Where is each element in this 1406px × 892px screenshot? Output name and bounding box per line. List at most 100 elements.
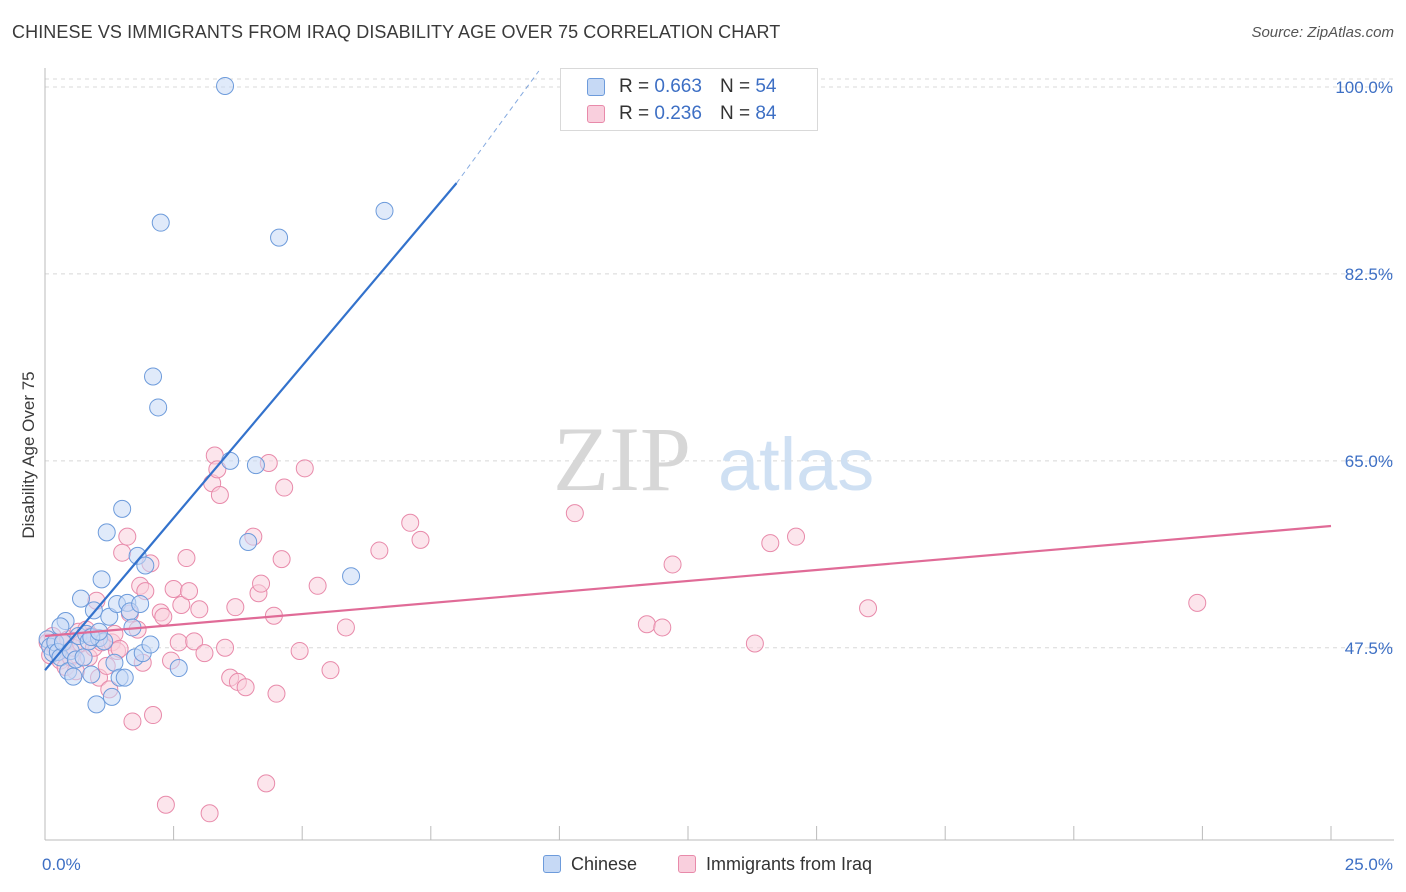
iraq-point bbox=[295, 459, 314, 478]
iraq-point bbox=[401, 513, 420, 532]
iraq-point bbox=[321, 661, 340, 680]
chinese-swatch bbox=[587, 78, 605, 96]
chinese-point bbox=[64, 667, 83, 686]
legend-r-label: R = bbox=[619, 103, 650, 124]
iraq-point bbox=[236, 678, 255, 697]
chinese-point bbox=[115, 668, 134, 687]
legend-row-iraq: R = 0.236 N = 84 bbox=[587, 102, 776, 126]
iraq-point bbox=[200, 804, 219, 823]
chinese-swatch bbox=[543, 855, 561, 873]
bottom-legend-iraq: Immigrants from Iraq bbox=[678, 851, 872, 877]
x-tick-label: 0.0% bbox=[42, 855, 81, 874]
y-tick-label: 100.0% bbox=[1335, 78, 1393, 97]
chinese-point bbox=[102, 687, 121, 706]
chinese-point bbox=[87, 695, 106, 714]
chinese-point bbox=[141, 635, 160, 654]
iraq-point bbox=[653, 618, 672, 637]
iraq-point bbox=[565, 504, 584, 523]
iraq-point bbox=[208, 460, 227, 479]
iraq-point bbox=[190, 600, 209, 619]
iraq-point bbox=[411, 530, 430, 549]
iraq-point bbox=[156, 795, 175, 814]
x-tick-label: 25.0% bbox=[1345, 855, 1393, 874]
legend-r-value: 0.663 bbox=[654, 76, 702, 97]
axes bbox=[44, 68, 1394, 841]
bottom-legend-chinese-label: Chinese bbox=[571, 853, 638, 874]
iraq-point bbox=[252, 574, 271, 593]
iraq-point bbox=[195, 644, 214, 663]
stats-legend: R = 0.663 N = 54 R = 0.236 N = 84 bbox=[560, 68, 818, 131]
chinese-point bbox=[246, 456, 265, 475]
iraq-point bbox=[761, 534, 780, 553]
watermark-zip: ZIP bbox=[553, 408, 691, 510]
trend-lines bbox=[44, 70, 1332, 671]
chinese-point bbox=[221, 451, 240, 470]
chinese-point bbox=[149, 398, 168, 417]
legend-n-value: 54 bbox=[755, 76, 777, 97]
iraq-point bbox=[859, 599, 878, 618]
iraq-point bbox=[663, 555, 682, 574]
chinese-point bbox=[92, 570, 111, 589]
chinese-point bbox=[72, 589, 91, 608]
chinese-point bbox=[342, 567, 361, 586]
watermark-atlas: atlas bbox=[718, 423, 874, 506]
iraq-point bbox=[123, 712, 142, 731]
chinese-point bbox=[82, 665, 101, 684]
watermark: ZIP atlas bbox=[553, 408, 874, 510]
iraq-point bbox=[210, 486, 229, 505]
chinese-point bbox=[151, 213, 170, 232]
iraq-point bbox=[336, 618, 355, 637]
iraq-point bbox=[290, 641, 309, 660]
iraq-trend-line bbox=[44, 524, 1332, 638]
chinese-point bbox=[144, 367, 163, 386]
iraq-point bbox=[226, 598, 245, 617]
y-tick-label: 47.5% bbox=[1345, 639, 1393, 658]
chinese-trend-line bbox=[44, 182, 458, 671]
iraq-point bbox=[164, 580, 183, 599]
bottom-legend-iraq-label: Immigrants from Iraq bbox=[706, 853, 873, 874]
chinese-points bbox=[38, 76, 394, 714]
chinese-point bbox=[105, 653, 124, 672]
iraq-point bbox=[267, 684, 286, 703]
iraq-swatch bbox=[678, 855, 696, 873]
iraq-point bbox=[272, 550, 291, 569]
chinese-point bbox=[51, 617, 70, 636]
chart-title: CHINESE VS IMMIGRANTS FROM IRAQ DISABILI… bbox=[12, 22, 781, 42]
iraq-point bbox=[745, 634, 764, 653]
chinese-point bbox=[136, 556, 155, 575]
iraq-point bbox=[172, 596, 191, 615]
bottom-legend-chinese: Chinese bbox=[543, 851, 637, 877]
iraq-point bbox=[118, 527, 137, 546]
legend-r-value: 0.236 bbox=[654, 103, 702, 124]
iraq-point bbox=[216, 638, 235, 657]
legend-n-label: N = bbox=[719, 103, 751, 124]
chinese-point bbox=[113, 499, 132, 518]
iraq-swatch bbox=[587, 105, 605, 123]
iraq-point bbox=[177, 549, 196, 568]
iraq-point bbox=[637, 615, 656, 634]
y-tick-label: 65.0% bbox=[1345, 452, 1393, 471]
tick-labels: 47.5% 65.0% 82.5% 100.0% 0.0% 25.0% bbox=[42, 78, 1393, 874]
chinese-point bbox=[270, 228, 289, 247]
chinese-point bbox=[216, 76, 235, 95]
iraq-point bbox=[1188, 593, 1207, 612]
chart-source: Source: ZipAtlas.com bbox=[1251, 24, 1394, 41]
iraq-point bbox=[113, 543, 132, 562]
chinese-point bbox=[74, 648, 93, 667]
iraq-point bbox=[185, 632, 204, 651]
y-tick-label: 82.5% bbox=[1345, 265, 1393, 284]
iraq-point bbox=[370, 541, 389, 560]
y-axis-label: Disability Age Over 75 bbox=[19, 371, 38, 538]
chinese-point bbox=[169, 659, 188, 678]
iraq-point bbox=[275, 478, 294, 497]
grid-lines bbox=[45, 78, 1394, 649]
chinese-point bbox=[375, 201, 394, 220]
iraq-point bbox=[308, 576, 327, 595]
iraq-point bbox=[787, 527, 806, 546]
chinese-point bbox=[239, 533, 258, 552]
legend-n-value: 84 bbox=[755, 103, 777, 124]
iraq-point bbox=[257, 774, 276, 793]
iraq-point bbox=[154, 607, 173, 626]
legend-r-label: R = bbox=[619, 76, 650, 97]
